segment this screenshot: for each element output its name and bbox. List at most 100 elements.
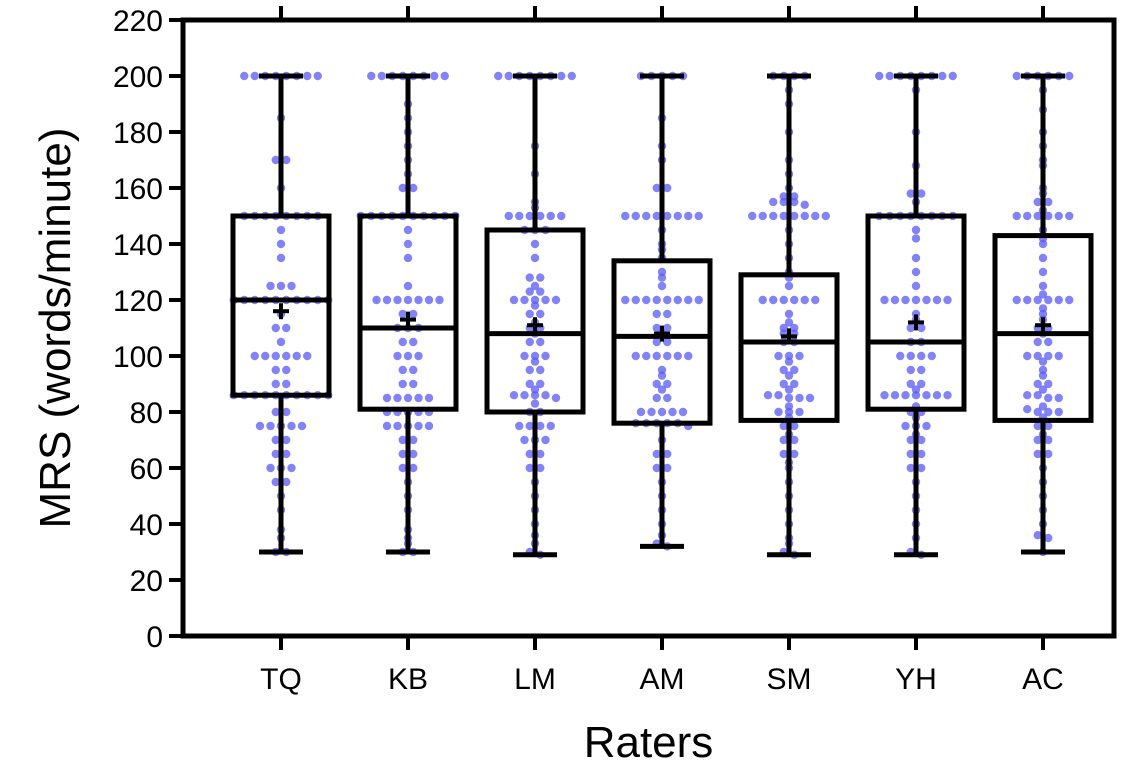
data-point bbox=[276, 253, 286, 263]
data-point bbox=[663, 463, 672, 473]
data-point bbox=[414, 295, 423, 305]
data-point bbox=[917, 463, 926, 473]
data-point bbox=[536, 463, 545, 473]
data-point bbox=[525, 421, 534, 431]
data-point bbox=[398, 463, 407, 473]
data-point bbox=[303, 351, 312, 361]
data-point bbox=[668, 407, 677, 417]
data-point bbox=[292, 351, 301, 361]
data-point bbox=[621, 211, 630, 221]
data-point bbox=[261, 351, 270, 361]
data-point bbox=[917, 379, 926, 389]
plot-frame bbox=[180, 17, 1117, 639]
y-tick-label: 80 bbox=[130, 397, 163, 430]
box-lm bbox=[484, 73, 586, 558]
data-point bbox=[784, 309, 794, 319]
data-point bbox=[906, 449, 915, 459]
data-point bbox=[271, 435, 280, 445]
iqr-box bbox=[611, 258, 713, 426]
data-point bbox=[1044, 407, 1053, 417]
data-point bbox=[393, 351, 402, 361]
data-point bbox=[536, 379, 545, 389]
data-point bbox=[271, 155, 280, 165]
y-axis-title: MRS (words/minute) bbox=[31, 128, 80, 529]
data-point bbox=[694, 211, 703, 221]
y-tick-label: 20 bbox=[130, 565, 163, 598]
data-point bbox=[536, 273, 545, 282]
data-point bbox=[1065, 211, 1074, 221]
data-point bbox=[684, 351, 693, 361]
data-point bbox=[911, 385, 921, 394]
data-point bbox=[525, 287, 534, 296]
y-tick-label: 40 bbox=[130, 509, 163, 542]
data-point bbox=[276, 281, 286, 291]
data-point bbox=[1065, 71, 1074, 81]
y-tick-label: 100 bbox=[113, 341, 163, 374]
data-point bbox=[567, 71, 576, 81]
data-point bbox=[557, 71, 566, 81]
data-point bbox=[1054, 393, 1063, 403]
data-point bbox=[276, 225, 286, 235]
iqr-box bbox=[992, 233, 1094, 423]
data-point bbox=[536, 337, 545, 347]
data-point bbox=[790, 211, 799, 221]
data-point bbox=[409, 309, 418, 319]
data-point bbox=[525, 309, 534, 319]
data-point bbox=[917, 351, 926, 361]
data-point bbox=[424, 295, 434, 305]
data-point bbox=[266, 281, 275, 291]
data-point bbox=[1054, 295, 1063, 305]
data-point bbox=[266, 421, 275, 431]
data-point bbox=[530, 239, 540, 249]
data-point bbox=[663, 309, 672, 319]
data-point bbox=[1012, 295, 1021, 305]
data-point bbox=[901, 421, 910, 431]
data-point bbox=[1033, 407, 1042, 417]
data-point bbox=[1038, 402, 1048, 411]
data-point bbox=[917, 323, 926, 333]
data-point bbox=[875, 71, 884, 81]
data-point bbox=[557, 211, 566, 221]
data-point bbox=[684, 295, 693, 305]
data-point bbox=[403, 295, 413, 305]
data-point bbox=[536, 421, 545, 431]
data-point bbox=[525, 211, 534, 221]
data-point bbox=[255, 421, 265, 431]
data-point bbox=[795, 407, 804, 417]
data-point bbox=[790, 435, 799, 445]
data-point bbox=[663, 393, 672, 403]
data-point bbox=[779, 421, 788, 431]
box-plots bbox=[230, 73, 1094, 558]
data-point bbox=[398, 309, 407, 319]
iqr-box bbox=[230, 213, 332, 398]
data-point bbox=[784, 393, 794, 403]
data-point bbox=[530, 253, 540, 263]
data-point bbox=[271, 323, 280, 333]
data-point bbox=[652, 393, 661, 403]
data-point bbox=[779, 365, 788, 375]
data-point bbox=[530, 385, 540, 394]
data-point bbox=[621, 295, 630, 305]
data-point bbox=[800, 200, 809, 209]
data-point bbox=[800, 211, 809, 221]
data-point bbox=[1012, 211, 1021, 221]
data-point bbox=[313, 71, 322, 81]
data-point bbox=[673, 211, 682, 221]
data-point bbox=[657, 371, 667, 380]
data-point bbox=[943, 295, 952, 305]
data-point bbox=[906, 379, 915, 389]
y-tick-label: 60 bbox=[130, 453, 163, 486]
data-point bbox=[536, 449, 545, 459]
data-point bbox=[1023, 405, 1032, 414]
data-point bbox=[652, 351, 661, 361]
data-point bbox=[494, 71, 503, 81]
data-point bbox=[906, 323, 915, 333]
data-point bbox=[779, 211, 788, 221]
data-point bbox=[906, 365, 915, 375]
data-point bbox=[546, 421, 555, 431]
data-point bbox=[536, 287, 545, 296]
data-point bbox=[271, 365, 280, 375]
data-point bbox=[795, 393, 804, 403]
data-point bbox=[282, 477, 291, 487]
data-point bbox=[377, 71, 386, 81]
